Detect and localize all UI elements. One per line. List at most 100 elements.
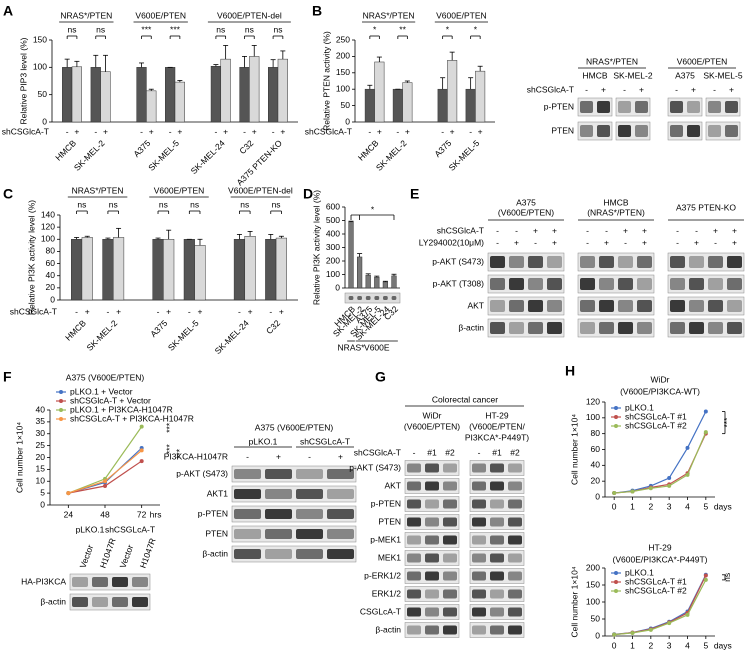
y-tick-label: 0 <box>335 282 340 292</box>
band <box>509 322 524 334</box>
treatment-sign: + <box>177 126 182 136</box>
blot-frame <box>577 252 655 272</box>
band <box>637 278 652 290</box>
y-tick-label: 0 <box>40 499 45 509</box>
group-label: A375 PTEN-KO <box>676 202 736 212</box>
row-label: PI3KCA-H1047R <box>164 451 228 461</box>
band <box>425 625 439 635</box>
panel-letter: H <box>565 363 575 379</box>
bar <box>268 67 279 123</box>
band <box>637 256 652 268</box>
legend-marker <box>614 424 618 428</box>
band <box>234 549 261 559</box>
treatment-sign: #2 <box>445 447 455 457</box>
y-tick-label: 600 <box>326 201 340 211</box>
band <box>547 322 562 334</box>
treatment-sign: - <box>214 126 217 136</box>
group-label: pLKO.1 <box>76 524 105 534</box>
treatment-sign: - <box>243 126 246 136</box>
row-label: shCSGlcA-T <box>437 225 484 235</box>
legend-label: shCSGlcA-T + Vector <box>70 395 151 405</box>
y-tick-label: 400 <box>326 228 340 238</box>
band <box>490 607 504 617</box>
band <box>425 535 439 545</box>
row-label: MEK1 <box>378 552 401 562</box>
row-label: CSGLcA-T <box>360 606 401 616</box>
row-label: β-actin <box>202 548 228 558</box>
band <box>508 589 522 599</box>
chart-title: (V600E/PI3KCA*-P449T) <box>613 554 708 564</box>
x-tick-label: SK-MEL-5 <box>166 318 201 353</box>
treatment-sign: - <box>676 225 679 235</box>
y-tick-label: 30 <box>36 428 46 438</box>
y-tick-label: 200 <box>336 51 350 61</box>
point <box>648 486 653 491</box>
band <box>490 553 504 563</box>
chart-title: (V600E/PI3KCA-WT) <box>620 386 700 396</box>
bar <box>465 88 476 123</box>
blot-frame <box>487 296 565 316</box>
treatment-sign: + <box>116 306 121 316</box>
significance: *** <box>164 422 174 433</box>
legend-label: pLKO.1 + PI3KCA-H1047R <box>70 404 173 414</box>
treatment-sign: - <box>66 126 69 136</box>
legend-label: pLKO.1 + Vector <box>70 386 133 396</box>
band <box>425 607 439 617</box>
blot-frame <box>231 505 357 523</box>
treatment-sign: + <box>377 126 382 136</box>
row-label: AKT1 <box>207 488 229 498</box>
y-tick-label: 150 <box>586 579 600 589</box>
band <box>528 322 543 334</box>
band <box>443 517 457 527</box>
band <box>727 256 742 268</box>
panel-letter: F <box>3 369 12 385</box>
point <box>103 479 107 484</box>
band <box>509 256 524 268</box>
significance: * <box>373 24 377 34</box>
band <box>407 535 421 545</box>
treatment-sign: #1 <box>492 447 502 457</box>
y-tick-label: 250 <box>336 34 350 44</box>
group-label: pLKO.1 <box>249 436 278 446</box>
group-label: HMCB <box>603 197 628 207</box>
band <box>637 322 652 334</box>
band <box>472 535 486 545</box>
treatment-sign: + <box>514 237 519 247</box>
band <box>296 549 323 559</box>
blot-frame <box>667 252 745 272</box>
band <box>599 300 614 312</box>
blot-frame <box>231 485 357 503</box>
bar <box>382 281 389 289</box>
blot-frame <box>487 318 565 338</box>
y-tick-label: 50 <box>38 89 48 99</box>
point <box>612 491 617 496</box>
band <box>443 463 457 473</box>
treatment-sign: - <box>169 126 172 136</box>
band <box>635 101 648 113</box>
band <box>490 535 504 545</box>
band <box>132 577 148 587</box>
treatment-sign: #2 <box>510 447 520 457</box>
row-label: p-AKT (S473) <box>176 468 228 478</box>
band <box>490 256 505 268</box>
point <box>139 448 144 453</box>
y-tick-label: 80 <box>591 428 601 438</box>
cell-label: A375 <box>675 70 695 80</box>
band <box>92 577 108 587</box>
treatment-sign: - <box>586 225 589 235</box>
band <box>327 469 354 479</box>
blot-frame <box>577 274 655 294</box>
panel-letter: G <box>375 369 386 385</box>
bar <box>90 67 101 123</box>
treatment-sign: - <box>675 84 678 94</box>
treatment-sign: + <box>248 306 253 316</box>
row-label: β-actin <box>40 596 66 606</box>
band <box>687 101 700 113</box>
treatment-sign: - <box>396 126 399 136</box>
treatment-sign: + <box>197 306 202 316</box>
lane-label: Vector <box>78 543 96 569</box>
treatment-sign: + <box>691 84 696 94</box>
row-label: shCSGlcA-T <box>354 447 401 457</box>
bar <box>220 58 231 123</box>
lane-label: H1047R <box>138 537 158 570</box>
